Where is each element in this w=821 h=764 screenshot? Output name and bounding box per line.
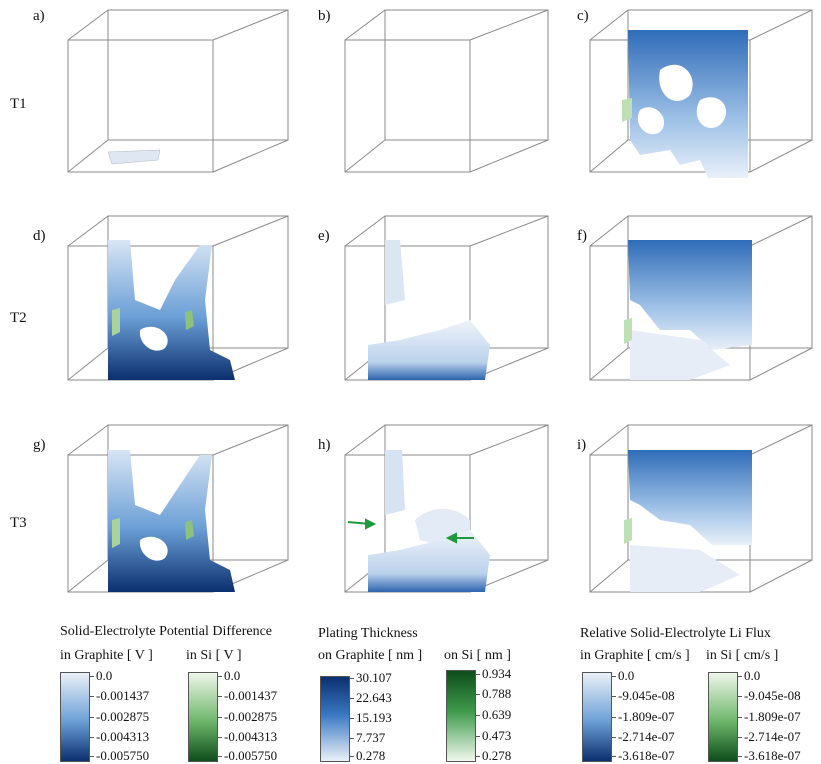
tick: 30.107	[349, 670, 392, 685]
tick: -9.045e-08	[737, 688, 801, 703]
plating-si-colorbar	[446, 670, 476, 762]
panel-label-i: i)	[577, 437, 587, 453]
tick: -0.004313	[216, 729, 278, 744]
field-f	[624, 240, 752, 380]
row-label-t1: T1	[10, 96, 27, 112]
tick: 22.643	[349, 690, 392, 705]
box-i	[589, 424, 813, 593]
box-a	[67, 9, 289, 173]
tick: -0.005750	[88, 748, 150, 763]
panel-label-c: c)	[577, 8, 589, 24]
tick: 0.0	[736, 668, 761, 683]
potential-si-colorbar	[188, 672, 218, 762]
potential-legend-title: Solid-Electrolyte Potential Difference	[60, 624, 273, 639]
flux-legend-title: Relative Solid-Electrolyte Li Flux	[580, 626, 771, 641]
tick: -0.001437	[216, 688, 278, 703]
tick: -3.618e-07	[737, 748, 801, 763]
field-c	[622, 30, 748, 178]
box-b	[344, 9, 549, 173]
potential-graphite-colorbar	[60, 672, 90, 762]
tick: -0.002875	[216, 709, 278, 724]
tick: -0.001437	[88, 688, 150, 703]
tick: -2.714e-07	[611, 729, 675, 744]
panel-label-b: b)	[318, 8, 331, 24]
plating-si-label: on Si [ nm ]	[444, 648, 511, 663]
tick: -1.809e-07	[737, 709, 801, 724]
arrow-markers	[347, 518, 474, 544]
field-a-sliver	[107, 149, 161, 165]
simulation-panels	[67, 9, 813, 593]
panel-label-d: d)	[33, 228, 46, 244]
box-c	[589, 9, 813, 173]
field-i	[624, 450, 752, 592]
plating-graphite-label: on Graphite [ nm ]	[318, 648, 423, 663]
field-d	[108, 240, 235, 380]
tick: 0.639	[474, 707, 512, 722]
box-f	[589, 215, 813, 381]
potential-graphite-label: in Graphite [ V ]	[60, 648, 153, 663]
field-e	[368, 240, 490, 380]
tick: 0.473	[474, 728, 512, 743]
panel-label-g: g)	[33, 437, 46, 453]
panel-label-e: e)	[318, 228, 330, 244]
flux-graphite-label: in Graphite [ cm/s ]	[580, 648, 690, 663]
tick: 0.788	[474, 686, 512, 701]
tick: 7.737	[348, 730, 386, 745]
tick: -0.004313	[88, 729, 150, 744]
tick: -0.002875	[88, 709, 150, 724]
flux-si-colorbar	[708, 672, 738, 762]
field-h	[347, 450, 490, 592]
row-label-t3: T3	[10, 515, 27, 531]
tick: -3.618e-07	[611, 748, 675, 763]
tick: 0.278	[348, 748, 386, 763]
tick: 0.0	[610, 668, 635, 683]
potential-si-label: in Si [ V ]	[186, 648, 242, 663]
flux-si-label: in Si [ cm/s ]	[706, 648, 779, 663]
field-g	[108, 450, 235, 592]
tick: 0.934	[474, 666, 512, 681]
tick: -9.045e-08	[611, 688, 675, 703]
panel-label-h: h)	[318, 437, 331, 453]
tick: -1.809e-07	[611, 709, 675, 724]
plating-legend-title: Plating Thickness	[318, 626, 418, 641]
plating-graphite-colorbar	[320, 676, 350, 762]
tick: -2.714e-07	[737, 729, 801, 744]
tick: 0.0	[216, 668, 241, 683]
row-label-t2: T2	[10, 310, 27, 326]
tick: 15.193	[349, 710, 392, 725]
panel-label-f: f)	[577, 228, 587, 244]
tick: 0.0	[88, 668, 113, 683]
panel-label-a: a)	[33, 8, 45, 24]
flux-graphite-colorbar	[582, 672, 612, 762]
tick: -0.005750	[216, 748, 278, 763]
tick: 0.278	[474, 748, 512, 763]
